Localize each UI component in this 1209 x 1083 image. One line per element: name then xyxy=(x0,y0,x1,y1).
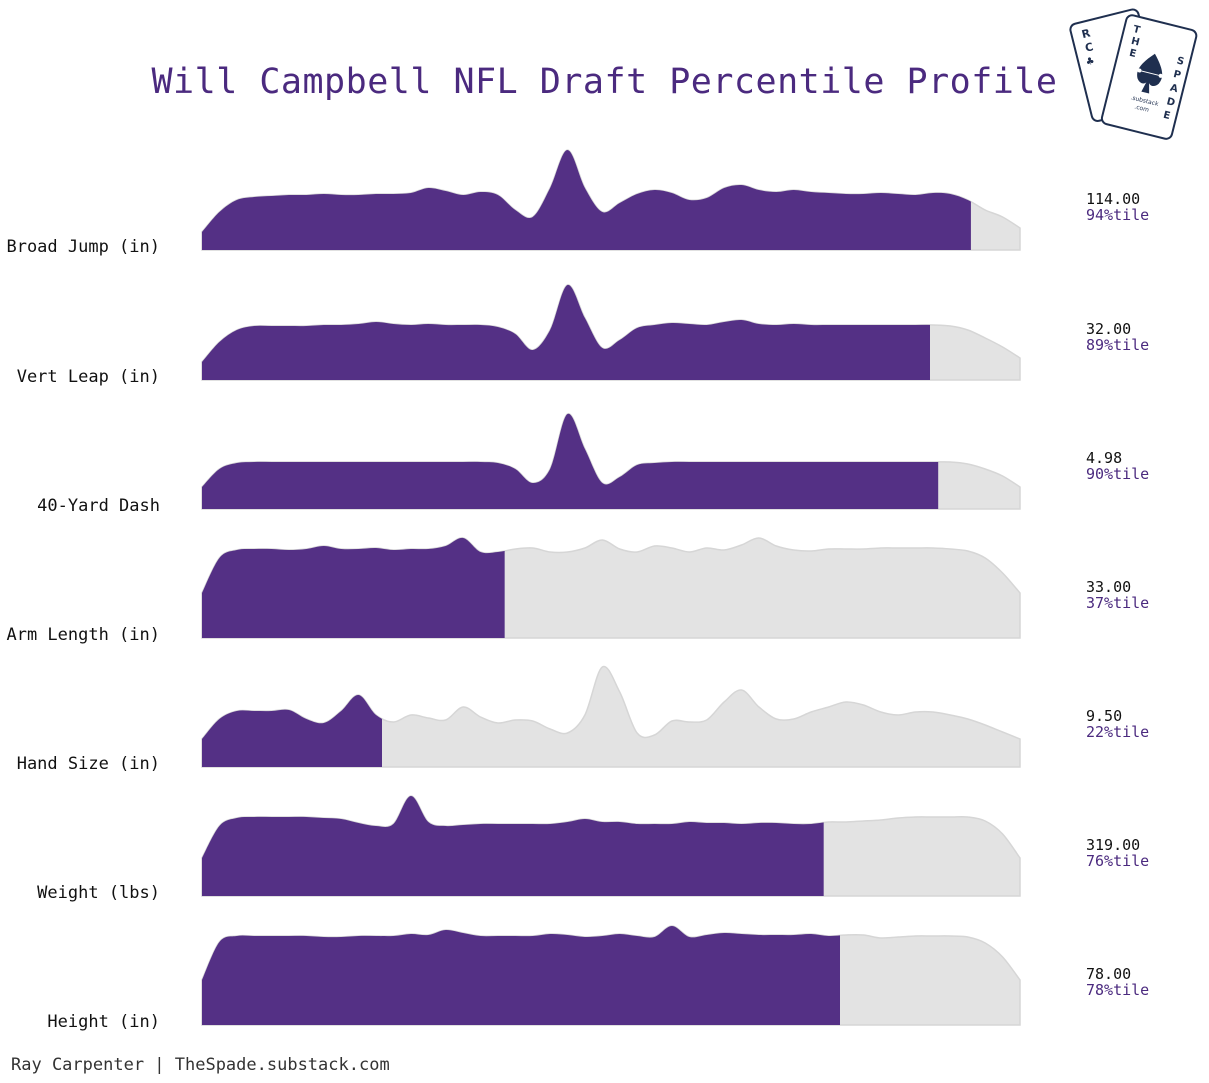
percentile-fill-6 xyxy=(202,926,841,1025)
row-percentile: 89%tile xyxy=(1086,336,1150,354)
percentile-fill-4 xyxy=(202,694,382,767)
row-label: Vert Leap (in) xyxy=(16,367,160,387)
percentile-fill-3 xyxy=(202,537,505,638)
percentile-fill-1 xyxy=(202,284,931,380)
logo-letter-t: T xyxy=(1132,24,1141,36)
logo-letter-h: H xyxy=(1130,36,1141,49)
logo-letter-p: P xyxy=(1172,69,1182,81)
row-percentile: 22%tile xyxy=(1086,723,1150,741)
logo-letter-s: S xyxy=(1176,55,1186,67)
logo-letter-d: D xyxy=(1165,96,1176,109)
playing-cards-logo-icon: R C ♣ T H E .substack .com S P A D E xyxy=(1069,8,1198,140)
row-value: 4.98 xyxy=(1086,449,1123,467)
percentile-fill-2 xyxy=(202,413,939,509)
row-label: Height (in) xyxy=(47,1012,160,1032)
svg-text:♣: ♣ xyxy=(1085,54,1095,69)
row-percentile: 78%tile xyxy=(1086,981,1150,999)
logo-letter-e2: E xyxy=(1162,110,1171,122)
row-percentile: 94%tile xyxy=(1086,206,1150,224)
percentile-fill-5 xyxy=(202,795,824,896)
logo-brand-small-2: .com xyxy=(1134,103,1150,113)
percentile-fill-0 xyxy=(202,150,971,250)
row-label: 40-Yard Dash xyxy=(37,496,160,516)
row-value: 9.50 xyxy=(1086,707,1123,725)
footer-credit: Ray Carpenter | TheSpade.substack.com xyxy=(11,1055,390,1075)
row-percentile: 37%tile xyxy=(1086,594,1150,612)
row-value: 32.00 xyxy=(1086,320,1132,338)
row-label: Arm Length (in) xyxy=(6,625,160,645)
row-percentile: 76%tile xyxy=(1086,852,1150,870)
row-value: 114.00 xyxy=(1086,190,1141,208)
row-label: Weight (lbs) xyxy=(37,883,160,903)
chart-title: Will Campbell NFL Draft Percentile Profi… xyxy=(151,62,1058,102)
row-percentile: 90%tile xyxy=(1086,465,1150,483)
logo-back-letter-2: C xyxy=(1084,40,1095,55)
logo-letter-e: E xyxy=(1128,48,1137,60)
row-value: 33.00 xyxy=(1086,578,1132,596)
logo-back-letter-1: R xyxy=(1080,26,1092,41)
logo-letter-a: A xyxy=(1169,83,1179,96)
row-label: Broad Jump (in) xyxy=(6,237,160,257)
row-value: 78.00 xyxy=(1086,965,1132,983)
row-label: Hand Size (in) xyxy=(16,754,160,774)
row-value: 319.00 xyxy=(1086,836,1141,854)
